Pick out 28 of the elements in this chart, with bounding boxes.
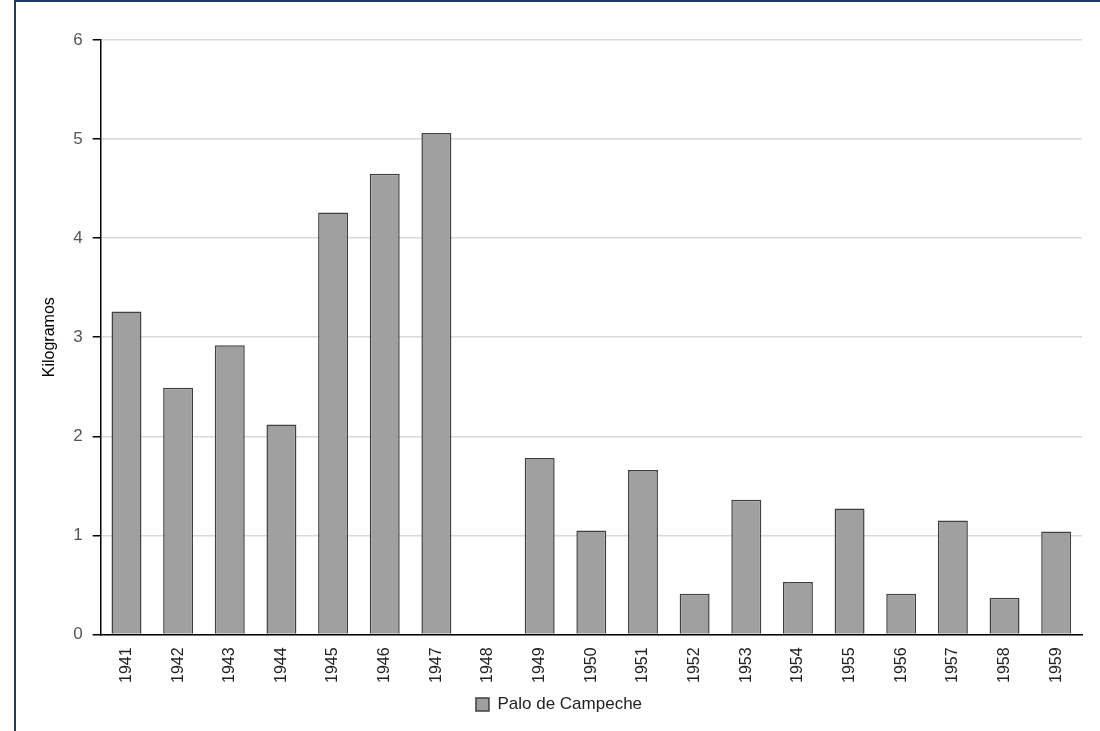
y-tick-label: 6 [73,29,83,49]
x-tick-label: 1944 [271,647,289,683]
x-tick-label: 1951 [633,647,651,683]
y-tick-label: 4 [73,227,83,247]
x-tick-label: 1953 [736,647,754,683]
x-tick-label: 1946 [375,647,393,683]
y-tick-label: 2 [73,425,83,445]
x-tick-label: 1958 [994,647,1012,683]
y-tick-label: 3 [73,326,83,346]
y-axis-title: Kilogramos [40,297,58,378]
x-tick-label: 1943 [220,647,238,683]
x-tick-label: 1954 [788,647,806,683]
x-tick-label: 1956 [891,647,909,683]
x-tick-label: 1941 [116,647,134,683]
x-tick-label: 1948 [478,647,496,683]
x-tick-label: 1945 [323,647,341,683]
x-tick-label: 1947 [426,647,444,683]
x-tick-label: 1959 [1046,647,1064,683]
x-tick-label: 1949 [530,647,548,683]
y-tick-label: 0 [73,624,83,644]
legend-label: Palo de Campeche [497,694,643,714]
x-tick-label: 1942 [168,647,186,683]
x-tick-label: 1950 [581,647,599,683]
x-tick-label: 1952 [685,647,703,683]
x-tick-label: 1955 [839,647,857,683]
x-tick-label: 1957 [943,647,961,683]
y-tick-label: 1 [73,525,83,545]
y-tick-label: 5 [73,128,83,148]
